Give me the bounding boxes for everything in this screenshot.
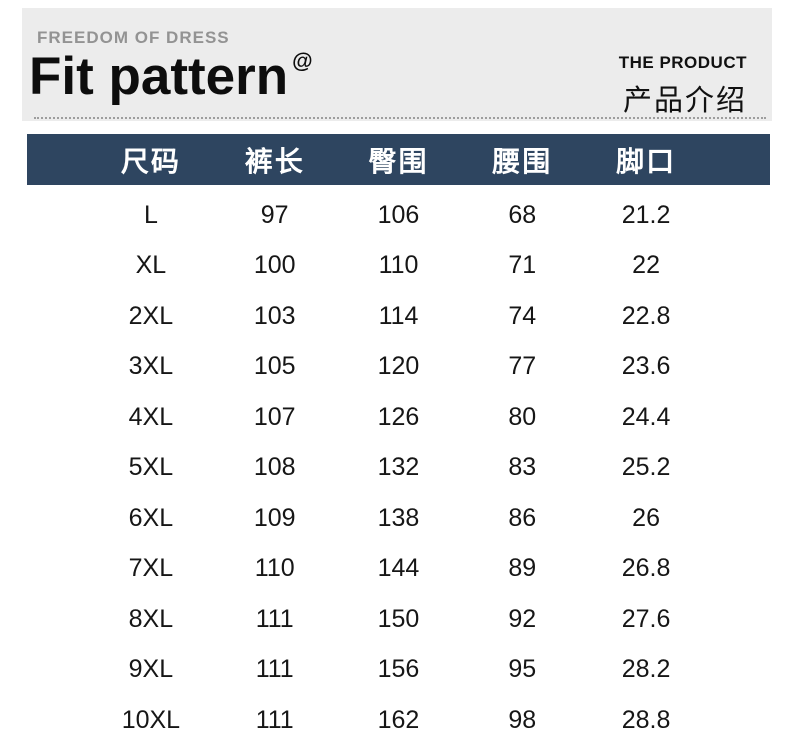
value-cell: 80: [508, 402, 537, 431]
brand-title: Fit pattern @: [29, 47, 313, 106]
table-row: 4XL 107 126 80 24.4: [27, 392, 770, 443]
size-cell: 3XL: [128, 352, 174, 381]
value-cell: 97: [260, 200, 289, 229]
section-label-block: THE PRODUCT 产品介绍: [619, 53, 747, 119]
value-cell: 24.4: [621, 402, 671, 431]
value-cell: 105: [253, 352, 296, 381]
value-cell: 26: [632, 503, 660, 532]
column-header: 腰围: [492, 145, 553, 177]
brand-header: FREEDOM OF DRESS Fit pattern@ Fit patter…: [22, 8, 772, 121]
column-header: 臀围: [368, 145, 429, 177]
table-row: 7XL 110 144 89 26.8: [27, 543, 770, 594]
table-row: 9XL 111 156 95 28.2: [27, 644, 770, 695]
value-cell: 110: [378, 251, 419, 280]
value-cell: 26.8: [621, 554, 671, 583]
value-cell: 109: [253, 503, 296, 532]
value-cell: 92: [508, 604, 537, 633]
value-cell: 111: [255, 604, 294, 633]
value-cell: 103: [253, 301, 296, 330]
value-cell: 114: [378, 301, 419, 330]
value-cell: 162: [377, 705, 420, 734]
size-cell: 4XL: [128, 402, 174, 431]
value-cell: 21.2: [621, 200, 671, 229]
value-cell: 83: [508, 453, 537, 482]
value-cell: 156: [377, 655, 420, 684]
table-row: 2XL 103 114 74 22.8: [27, 291, 770, 342]
value-cell: 71: [508, 251, 537, 280]
brand-tagline: FREEDOM OF DRESS: [37, 28, 230, 47]
value-cell: 98: [508, 705, 537, 734]
value-cell: 74: [508, 301, 537, 330]
value-cell: 86: [508, 503, 537, 532]
table-row: 10XL 111 162 98 28.8: [27, 695, 770, 741]
column-header: 脚口: [616, 145, 677, 177]
value-cell: 150: [377, 604, 420, 633]
value-cell: 28.8: [621, 705, 671, 734]
size-cell: 10XL: [121, 705, 181, 734]
brand-title-text: Fit pattern: [29, 47, 289, 106]
table-row: 3XL 105 120 77 23.6: [27, 341, 770, 392]
size-cell: 2XL: [128, 301, 174, 330]
value-cell: 120: [377, 352, 420, 381]
column-header: 尺码: [120, 145, 181, 177]
value-cell: 89: [508, 554, 537, 583]
size-table-body: L 97 106 68 21.2 XL 100 110 71 22 2XL 103 114 74 22.8 3…: [27, 190, 770, 741]
value-cell: 107: [253, 402, 296, 431]
value-cell: 22.8: [621, 301, 671, 330]
size-cell: 7XL: [128, 554, 174, 583]
value-cell: 132: [377, 453, 420, 482]
value-cell: 111: [255, 705, 294, 734]
value-cell: 111: [255, 655, 294, 684]
table-row: 5XL 108 132 83 25.2: [27, 442, 770, 493]
table-row: 6XL 109 138 86 26: [27, 493, 770, 544]
size-cell: 8XL: [128, 604, 174, 633]
size-cell: 6XL: [128, 503, 174, 532]
value-cell: 138: [377, 503, 420, 532]
value-cell: 108: [253, 453, 296, 482]
size-cell: 5XL: [128, 453, 174, 482]
section-label-en: THE PRODUCT: [618, 53, 747, 72]
value-cell: 126: [377, 402, 420, 431]
brand-title-block: Fit pattern@ Fit pattern@: [29, 47, 313, 121]
table-row: XL 100 110 71 22: [27, 240, 770, 291]
value-cell: 110: [254, 554, 295, 583]
value-cell: 68: [508, 200, 537, 229]
value-cell: 22: [632, 251, 660, 280]
size-cell: L: [143, 200, 158, 229]
size-table-header-row: 尺码 裤长 臀围 腰围 脚口: [27, 134, 770, 185]
section-label-zh: 产品介绍: [622, 85, 747, 117]
value-cell: 25.2: [621, 453, 671, 482]
table-row: L 97 106 68 21.2: [27, 190, 770, 241]
value-cell: 144: [377, 554, 420, 583]
title-superscript: @: [292, 50, 313, 73]
size-cell: XL: [135, 251, 167, 280]
value-cell: 28.2: [621, 655, 671, 684]
value-cell: 23.6: [621, 352, 671, 381]
value-cell: 27.6: [621, 604, 671, 633]
size-cell: 9XL: [128, 655, 174, 684]
value-cell: 106: [377, 200, 420, 229]
table-row: 8XL 111 150 92 27.6: [27, 594, 770, 645]
value-cell: 100: [253, 251, 296, 280]
value-cell: 95: [508, 655, 537, 684]
dotted-divider: [34, 117, 766, 119]
value-cell: 77: [508, 352, 537, 381]
column-header: 裤长: [244, 145, 305, 177]
size-table: 尺码 裤长 臀围 腰围 脚口 L 97 106 68 21.2 XL 100 110 71 22 2XL 10…: [27, 134, 770, 741]
